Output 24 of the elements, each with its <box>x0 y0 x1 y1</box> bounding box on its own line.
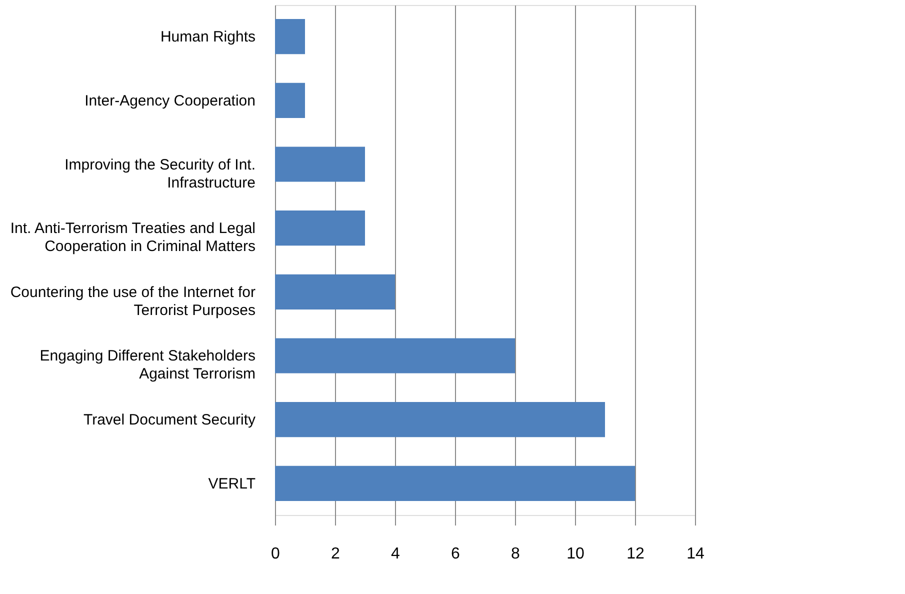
x-tick-label: 12 <box>626 546 644 562</box>
bar <box>275 19 305 54</box>
bar <box>275 466 635 501</box>
x-tick-label: 8 <box>511 546 520 562</box>
y-tick-label: Engaging Different Stakeholders Against Terrorism <box>40 348 256 383</box>
y-tick-label: Improving the Security of Int. Infrastructure <box>64 156 256 192</box>
bar <box>275 402 605 438</box>
y-tick-label: Countering the use of the Internet for Terrorist Purposes <box>10 284 256 319</box>
bar <box>275 146 365 182</box>
x-tick-label: 4 <box>391 546 400 562</box>
x-tick-label: 14 <box>686 546 704 562</box>
bar <box>275 82 305 118</box>
y-tick-label: Travel Document Security <box>83 412 256 429</box>
x-tick-label: 2 <box>331 546 340 562</box>
x-tick-label: 0 <box>271 546 280 562</box>
y-tick-label: VERLT <box>208 475 256 492</box>
y-tick-label: Human Rights <box>160 28 256 46</box>
y-tick-label: Inter-Agency Cooperation <box>84 92 256 110</box>
x-tick-label: 10 <box>566 546 584 562</box>
y-tick-label: Int. Anti-Terrorism Treaties and Legal Cooperation in Criminal Matters <box>10 220 256 256</box>
bar <box>275 210 365 246</box>
bar <box>275 274 395 310</box>
bar <box>275 338 515 374</box>
x-tick-label: 6 <box>451 546 460 562</box>
